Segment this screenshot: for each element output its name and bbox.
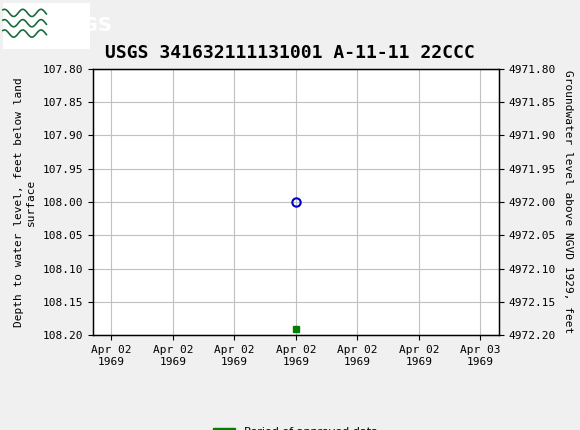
Y-axis label: Groundwater level above NGVD 1929, feet: Groundwater level above NGVD 1929, feet	[563, 71, 572, 334]
Legend: Period of approved data: Period of approved data	[209, 423, 383, 430]
FancyBboxPatch shape	[3, 3, 90, 49]
Text: USGS 341632111131001 A-11-11 22CCC: USGS 341632111131001 A-11-11 22CCC	[105, 44, 475, 62]
Y-axis label: Depth to water level, feet below land
surface: Depth to water level, feet below land su…	[14, 77, 35, 327]
Text: USGS: USGS	[52, 16, 112, 35]
